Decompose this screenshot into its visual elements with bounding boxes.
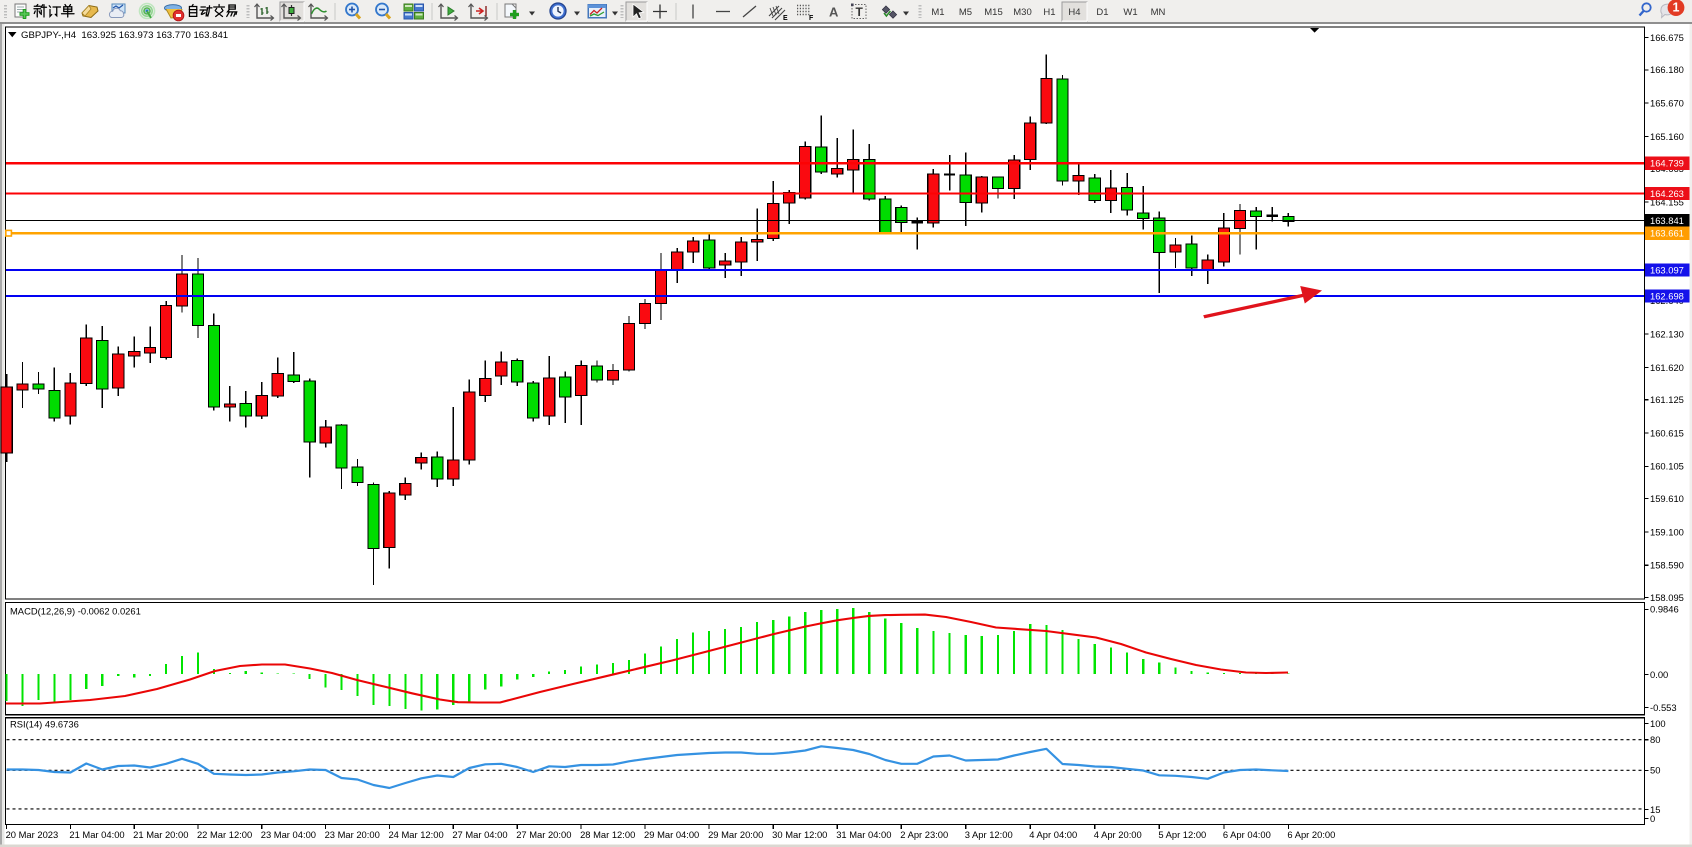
svg-text:28 Mar 12:00: 28 Mar 12:00	[580, 829, 635, 840]
svg-text:W1: W1	[1123, 7, 1137, 18]
svg-text:F: F	[809, 15, 814, 22]
svg-text:6 Apr 20:00: 6 Apr 20:00	[1287, 829, 1335, 840]
svg-text:0.9846: 0.9846	[1650, 604, 1679, 615]
svg-text:162.130: 162.130	[1650, 329, 1684, 340]
svg-text:3 Apr 12:00: 3 Apr 12:00	[965, 829, 1013, 840]
svg-text:158.590: 158.590	[1650, 560, 1684, 571]
svg-text:0: 0	[1650, 813, 1655, 824]
svg-text:30 Mar 12:00: 30 Mar 12:00	[772, 829, 827, 840]
svg-text:162.698: 162.698	[1650, 290, 1684, 301]
svg-text:159.100: 159.100	[1650, 526, 1684, 537]
svg-text:H4: H4	[1068, 7, 1080, 18]
svg-text:164.739: 164.739	[1650, 158, 1684, 169]
svg-text:166.180: 166.180	[1650, 64, 1684, 75]
svg-text:20 Mar 2023: 20 Mar 2023	[6, 829, 59, 840]
svg-text:163.661: 163.661	[1650, 228, 1684, 239]
svg-text:24 Mar 12:00: 24 Mar 12:00	[388, 829, 443, 840]
svg-text:161.125: 161.125	[1650, 394, 1684, 405]
svg-text:RSI(14) 49.6736: RSI(14) 49.6736	[10, 719, 79, 730]
svg-text:1: 1	[1673, 1, 1680, 15]
svg-text:-0.553: -0.553	[1650, 702, 1677, 713]
svg-text:29 Mar 04:00: 29 Mar 04:00	[644, 829, 699, 840]
svg-text:23 Mar 04:00: 23 Mar 04:00	[261, 829, 316, 840]
svg-text:4 Apr 20:00: 4 Apr 20:00	[1094, 829, 1142, 840]
svg-text:T: T	[856, 5, 864, 19]
svg-text:M15: M15	[984, 7, 1002, 18]
svg-text:160.105: 160.105	[1650, 461, 1684, 472]
svg-text:158.095: 158.095	[1650, 592, 1684, 603]
svg-text:22 Mar 12:00: 22 Mar 12:00	[197, 829, 252, 840]
svg-text:160.615: 160.615	[1650, 427, 1684, 438]
svg-text:165.670: 165.670	[1650, 98, 1684, 109]
svg-text:6 Apr 04:00: 6 Apr 04:00	[1223, 829, 1271, 840]
svg-text:M5: M5	[959, 7, 972, 18]
svg-text:21 Mar 20:00: 21 Mar 20:00	[133, 829, 188, 840]
svg-text:M30: M30	[1013, 7, 1031, 18]
svg-text:15: 15	[1650, 804, 1660, 815]
svg-text:MACD(12,26,9) -0.0062 0.0261: MACD(12,26,9) -0.0062 0.0261	[10, 606, 141, 617]
svg-text:A: A	[829, 5, 839, 20]
svg-text:165.160: 165.160	[1650, 131, 1684, 142]
svg-text:164.263: 164.263	[1650, 188, 1684, 199]
svg-text:164.155: 164.155	[1650, 196, 1684, 207]
svg-text:166.675: 166.675	[1650, 32, 1684, 43]
svg-text:MN: MN	[1151, 7, 1166, 18]
svg-text:163.097: 163.097	[1650, 264, 1684, 275]
svg-text:159.610: 159.610	[1650, 493, 1684, 504]
svg-text:4 Apr 04:00: 4 Apr 04:00	[1029, 829, 1077, 840]
svg-text:161.620: 161.620	[1650, 362, 1684, 373]
svg-text:50: 50	[1650, 765, 1660, 776]
svg-text:80: 80	[1650, 734, 1660, 745]
svg-text:H1: H1	[1043, 7, 1055, 18]
svg-text:E: E	[783, 15, 788, 22]
svg-text:27 Mar 04:00: 27 Mar 04:00	[452, 829, 507, 840]
svg-text:23 Mar 20:00: 23 Mar 20:00	[325, 829, 380, 840]
svg-text:163.841: 163.841	[1650, 215, 1684, 226]
svg-text:5 Apr 12:00: 5 Apr 12:00	[1158, 829, 1206, 840]
svg-text:M1: M1	[931, 7, 944, 18]
svg-text:21 Mar 04:00: 21 Mar 04:00	[69, 829, 124, 840]
svg-text:31 Mar 04:00: 31 Mar 04:00	[836, 829, 891, 840]
svg-text:29 Mar 20:00: 29 Mar 20:00	[708, 829, 763, 840]
svg-text:GBPJPY-,H4 163.925 163.973 16: GBPJPY-,H4 163.925 163.973 163.770 163.8…	[21, 30, 228, 41]
svg-text:0.00: 0.00	[1650, 669, 1668, 680]
svg-text:27 Mar 20:00: 27 Mar 20:00	[516, 829, 571, 840]
svg-text:100: 100	[1650, 718, 1666, 729]
svg-text:2 Apr 23:00: 2 Apr 23:00	[900, 829, 948, 840]
svg-text:D1: D1	[1096, 7, 1108, 18]
